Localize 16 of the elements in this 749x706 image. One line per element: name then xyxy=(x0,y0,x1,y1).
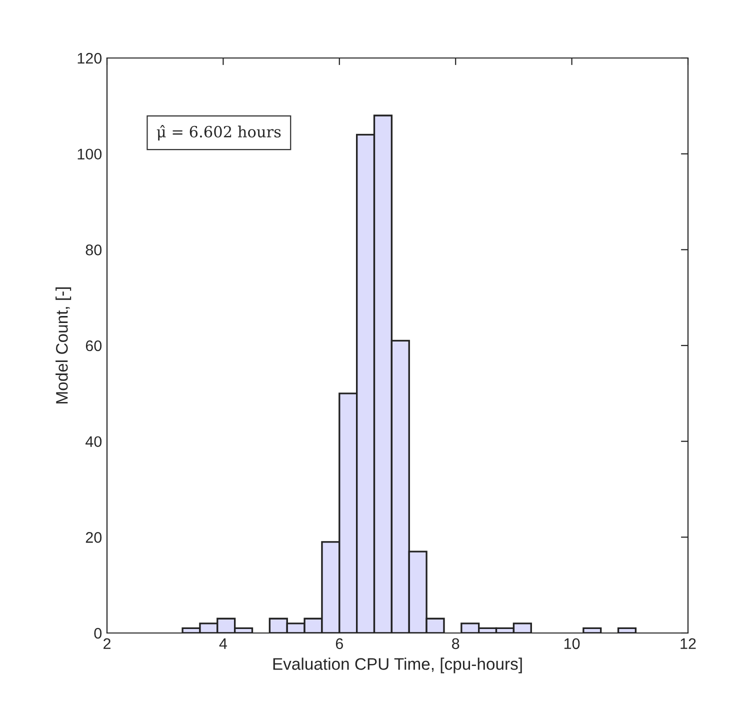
y-tick-label: 100 xyxy=(78,148,102,160)
annotation: μ̂ = 6.602 hours xyxy=(156,125,281,140)
y-tick-label: 120 xyxy=(78,52,102,64)
x-tick-label: 10 xyxy=(564,638,580,650)
x-tick-label: 8 xyxy=(452,638,460,650)
y-tick-label: 40 xyxy=(86,436,102,448)
y-tick-label: 80 xyxy=(86,244,102,256)
x-axis-title: Evaluation CPU Time, [cpu-hours] xyxy=(273,658,522,674)
y-tick-label: 20 xyxy=(86,532,102,543)
x-tick-label: 2 xyxy=(104,638,110,649)
y-tick-label: 60 xyxy=(86,340,102,352)
y-tick-label: 0 xyxy=(94,628,102,639)
x-tick-label: 6 xyxy=(336,638,343,650)
x-tick-label: 4 xyxy=(219,638,227,649)
x-tick-label: 12 xyxy=(680,638,696,649)
y-axis-title: Model Count, [-] xyxy=(56,287,72,404)
